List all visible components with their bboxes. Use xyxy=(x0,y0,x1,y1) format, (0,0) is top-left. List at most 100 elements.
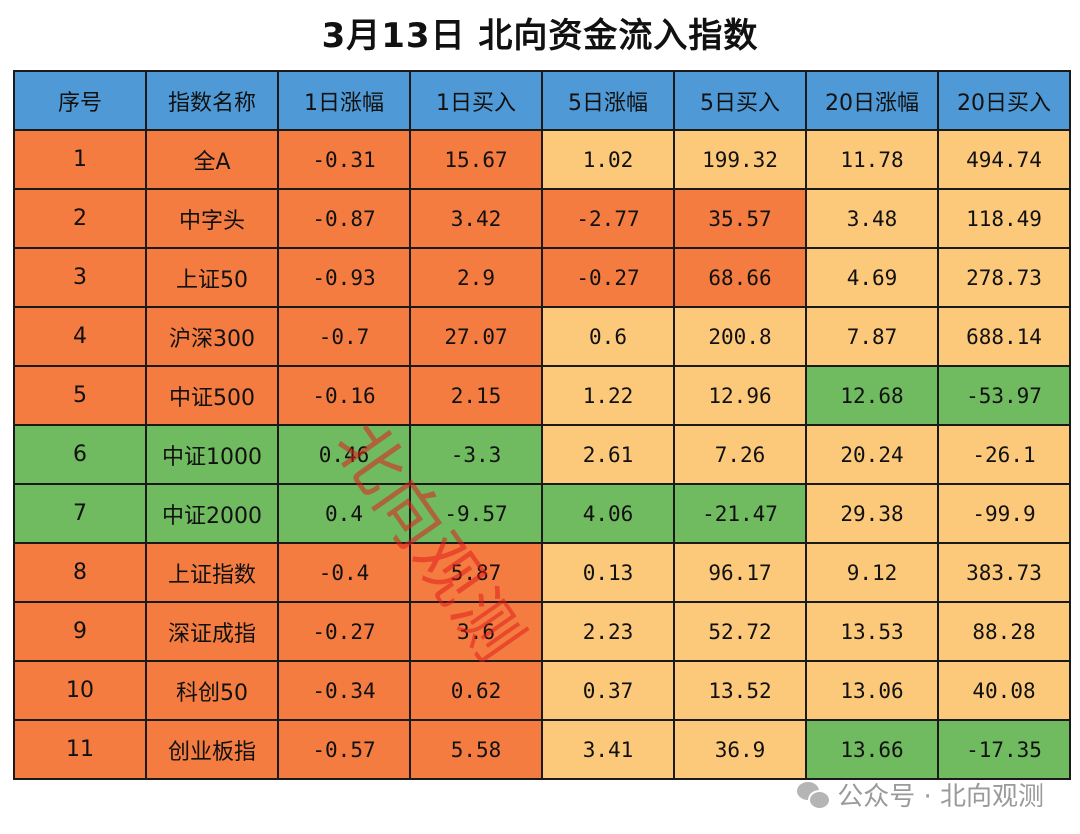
col-header-20d-buy: 20日买入 xyxy=(937,70,1071,131)
cell-name: 深证成指 xyxy=(145,601,279,662)
cell-5d-buy: 13.52 xyxy=(673,660,807,721)
cell-index: 11 xyxy=(13,719,147,780)
cell-20d-buy: -53.97 xyxy=(937,365,1071,426)
cell-index: 5 xyxy=(13,365,147,426)
table-row: 1 全A -0.31 15.67 1.02 199.32 11.78 494.74 xyxy=(13,129,1071,190)
cell-5d-change: 0.13 xyxy=(541,542,675,603)
cell-index: 10 xyxy=(13,660,147,721)
table-row: 3 上证50 -0.93 2.9 -0.27 68.66 4.69 278.73 xyxy=(13,247,1071,308)
cell-20d-change: 11.78 xyxy=(805,129,939,190)
cell-name: 创业板指 xyxy=(145,719,279,780)
cell-20d-change: 13.53 xyxy=(805,601,939,662)
cell-5d-buy: 52.72 xyxy=(673,601,807,662)
cell-name: 中证2000 xyxy=(145,483,279,544)
cell-name: 沪深300 xyxy=(145,306,279,367)
cell-5d-buy: 12.96 xyxy=(673,365,807,426)
cell-1d-change: 0.4 xyxy=(277,483,411,544)
table-row: 11 创业板指 -0.57 5.58 3.41 36.9 13.66 -17.35 xyxy=(13,719,1071,780)
cell-5d-change: 4.06 xyxy=(541,483,675,544)
cell-5d-change: -2.77 xyxy=(541,188,675,249)
cell-1d-buy: 27.07 xyxy=(409,306,543,367)
cell-5d-buy: 7.26 xyxy=(673,424,807,485)
footer-text: 公众号 · 北向观测 xyxy=(837,782,1044,812)
cell-20d-change: 3.48 xyxy=(805,188,939,249)
cell-1d-buy: 0.62 xyxy=(409,660,543,721)
cell-1d-change: -0.87 xyxy=(277,188,411,249)
cell-5d-change: 0.37 xyxy=(541,660,675,721)
col-header-5d-buy: 5日买入 xyxy=(673,70,807,131)
cell-5d-change: 1.22 xyxy=(541,365,675,426)
cell-5d-buy: 35.57 xyxy=(673,188,807,249)
index-table: 序号 指数名称 1日涨幅 1日买入 5日涨幅 5日买入 20日涨幅 20日买入 … xyxy=(13,70,1071,780)
cell-index: 2 xyxy=(13,188,147,249)
cell-1d-change: -0.4 xyxy=(277,542,411,603)
cell-1d-change: -0.34 xyxy=(277,660,411,721)
cell-20d-buy: -99.9 xyxy=(937,483,1071,544)
cell-20d-buy: -17.35 xyxy=(937,719,1071,780)
col-header-name: 指数名称 xyxy=(145,70,279,131)
cell-5d-buy: -21.47 xyxy=(673,483,807,544)
cell-5d-change: 0.6 xyxy=(541,306,675,367)
cell-20d-buy: 40.08 xyxy=(937,660,1071,721)
cell-20d-buy: 118.49 xyxy=(937,188,1071,249)
cell-20d-buy: -26.1 xyxy=(937,424,1071,485)
cell-1d-change: -0.16 xyxy=(277,365,411,426)
cell-name: 中证1000 xyxy=(145,424,279,485)
cell-index: 1 xyxy=(13,129,147,190)
cell-1d-buy: 3.42 xyxy=(409,188,543,249)
cell-index: 3 xyxy=(13,247,147,308)
cell-name: 上证50 xyxy=(145,247,279,308)
col-header-index: 序号 xyxy=(13,70,147,131)
cell-5d-buy: 36.9 xyxy=(673,719,807,780)
page-title: 3月13日 北向资金流入指数 xyxy=(321,16,759,56)
cell-5d-change: 1.02 xyxy=(541,129,675,190)
cell-index: 8 xyxy=(13,542,147,603)
cell-name: 中字头 xyxy=(145,188,279,249)
cell-20d-change: 13.66 xyxy=(805,719,939,780)
table-row: 6 中证1000 0.46 -3.3 2.61 7.26 20.24 -26.1 xyxy=(13,424,1071,485)
cell-20d-change: 12.68 xyxy=(805,365,939,426)
cell-1d-buy: 5.58 xyxy=(409,719,543,780)
table-row: 10 科创50 -0.34 0.62 0.37 13.52 13.06 40.08 xyxy=(13,660,1071,721)
cell-1d-buy: 2.15 xyxy=(409,365,543,426)
cell-20d-change: 7.87 xyxy=(805,306,939,367)
cell-20d-buy: 278.73 xyxy=(937,247,1071,308)
cell-20d-buy: 688.14 xyxy=(937,306,1071,367)
cell-1d-change: 0.46 xyxy=(277,424,411,485)
table-row: 8 上证指数 -0.4 5.87 0.13 96.17 9.12 383.73 xyxy=(13,542,1071,603)
col-header-1d-change: 1日涨幅 xyxy=(277,70,411,131)
cell-index: 7 xyxy=(13,483,147,544)
cell-5d-buy: 200.8 xyxy=(673,306,807,367)
cell-1d-change: -0.7 xyxy=(277,306,411,367)
cell-20d-change: 20.24 xyxy=(805,424,939,485)
cell-name: 科创50 xyxy=(145,660,279,721)
cell-1d-buy: 15.67 xyxy=(409,129,543,190)
cell-1d-change: -0.27 xyxy=(277,601,411,662)
cell-5d-change: -0.27 xyxy=(541,247,675,308)
cell-index: 9 xyxy=(13,601,147,662)
wechat-icon xyxy=(797,781,832,810)
cell-1d-buy: 3.6 xyxy=(409,601,543,662)
cell-20d-change: 9.12 xyxy=(805,542,939,603)
cell-5d-change: 2.23 xyxy=(541,601,675,662)
table-row: 7 中证2000 0.4 -9.57 4.06 -21.47 29.38 -99.9 xyxy=(13,483,1071,544)
footer-attribution: 公众号 · 北向观测 xyxy=(797,776,1044,813)
cell-20d-buy: 88.28 xyxy=(937,601,1071,662)
cell-1d-change: -0.93 xyxy=(277,247,411,308)
cell-5d-buy: 68.66 xyxy=(673,247,807,308)
col-header-5d-change: 5日涨幅 xyxy=(541,70,675,131)
cell-1d-change: -0.31 xyxy=(277,129,411,190)
header-row: 序号 指数名称 1日涨幅 1日买入 5日涨幅 5日买入 20日涨幅 20日买入 xyxy=(13,70,1071,131)
table-row: 4 沪深300 -0.7 27.07 0.6 200.8 7.87 688.14 xyxy=(13,306,1071,367)
col-header-20d-change: 20日涨幅 xyxy=(805,70,939,131)
table-row: 5 中证500 -0.16 2.15 1.22 12.96 12.68 -53.97 xyxy=(13,365,1071,426)
cell-1d-change: -0.57 xyxy=(277,719,411,780)
cell-20d-buy: 494.74 xyxy=(937,129,1071,190)
cell-5d-change: 2.61 xyxy=(541,424,675,485)
cell-20d-change: 13.06 xyxy=(805,660,939,721)
cell-1d-buy: 5.87 xyxy=(409,542,543,603)
cell-1d-buy: 2.9 xyxy=(409,247,543,308)
cell-name: 全A xyxy=(145,129,279,190)
cell-5d-change: 3.41 xyxy=(541,719,675,780)
cell-index: 4 xyxy=(13,306,147,367)
